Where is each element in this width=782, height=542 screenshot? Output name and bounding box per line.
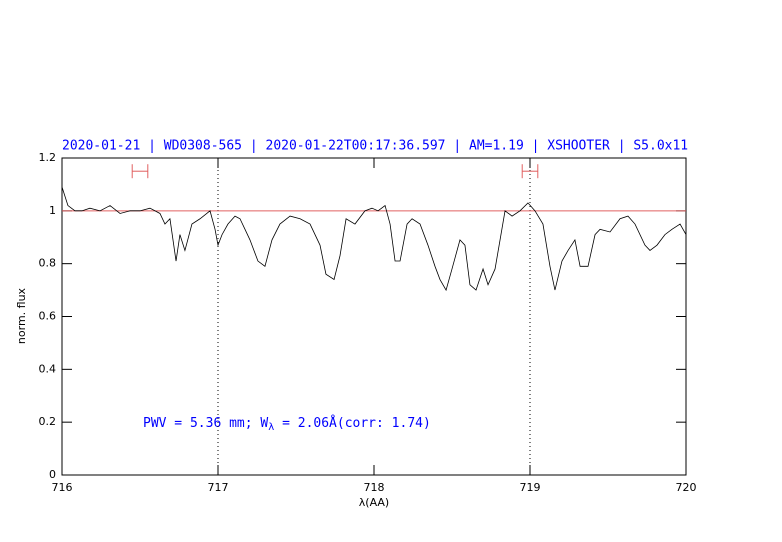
- y-tick-label: 0.8: [39, 257, 57, 270]
- y-tick-label: 1: [49, 204, 56, 217]
- x-axis-label: λ(AA): [359, 496, 389, 509]
- interval-marker: [521, 164, 539, 179]
- annotation-part: PWV = 5.36 mm; W: [143, 416, 268, 431]
- x-tick-label: 719: [520, 481, 541, 494]
- annotation-subscript: λ: [268, 422, 274, 433]
- annotation-part: = 2.06Å(corr: 1.74): [274, 415, 431, 431]
- y-tick-label: 0.4: [39, 362, 57, 375]
- chart-title: 2020-01-21 | WD0308-565 | 2020-01-22T00:…: [62, 139, 688, 154]
- y-tick-label: 0: [49, 468, 56, 481]
- y-tick-label: 0.6: [39, 310, 57, 323]
- annotation: PWV = 5.36 mm; Wλ = 2.06Å(corr: 1.74): [143, 415, 431, 434]
- x-tick-label: 717: [208, 481, 229, 494]
- x-tick-label: 720: [676, 481, 697, 494]
- y-tick-label: 0.2: [39, 415, 57, 428]
- interval-marker: [131, 164, 149, 179]
- x-tick-label: 718: [364, 481, 385, 494]
- y-tick-label: 1.2: [39, 151, 57, 164]
- y-axis-label: norm. flux: [15, 287, 28, 344]
- x-tick-label: 716: [52, 481, 73, 494]
- spectrum-line: [61, 186, 687, 292]
